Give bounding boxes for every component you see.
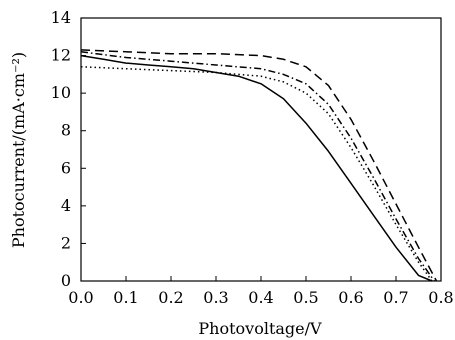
x-tick-label: 0.6 (338, 288, 363, 307)
x-axis-title: Photovoltage/V (198, 319, 322, 338)
x-tick-label: 0.2 (158, 288, 183, 307)
y-tick-label: 0 (61, 271, 71, 290)
series-line-dotted (80, 66, 433, 282)
y-tick-label: 10 (51, 83, 71, 102)
series-line-dash-dot (80, 51, 435, 282)
x-tick-label: 0.7 (383, 288, 408, 307)
series-line-solid (80, 54, 433, 282)
x-tick-label: 0.0 (68, 288, 93, 307)
y-tick-label: 4 (61, 196, 71, 215)
plot-frame (80, 17, 442, 282)
x-tick-label: 0.1 (113, 288, 138, 307)
plot-border (80, 17, 442, 282)
y-tick-label: 12 (51, 46, 71, 65)
y-tick-label: 14 (51, 8, 71, 27)
y-axis-title: Photocurrent/(mA·cm⁻²) (9, 52, 28, 248)
series-layer (80, 49, 438, 282)
x-tick-label: 0.8 (428, 288, 453, 307)
y-tick-label: 8 (61, 121, 71, 140)
x-axis-ticks: 0.0 0.1 0.2 0.3 0.4 0.5 0.6 0.7 0.8 (68, 276, 454, 307)
x-tick-label: 0.3 (203, 288, 228, 307)
x-tick-label: 0.5 (293, 288, 318, 307)
series-line-dashed (80, 49, 438, 282)
y-axis-ticks: 0 2 4 6 8 10 12 14 (51, 8, 86, 290)
x-tick-label: 0.4 (248, 288, 273, 307)
y-tick-label: 6 (61, 158, 71, 177)
y-tick-label: 2 (61, 233, 71, 252)
